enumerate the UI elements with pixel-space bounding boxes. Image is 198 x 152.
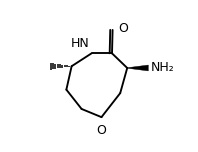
Text: NH₂: NH₂ (150, 61, 174, 74)
Text: O: O (97, 124, 106, 137)
Text: HN: HN (71, 37, 90, 50)
Text: O: O (118, 22, 128, 35)
Polygon shape (127, 65, 148, 71)
